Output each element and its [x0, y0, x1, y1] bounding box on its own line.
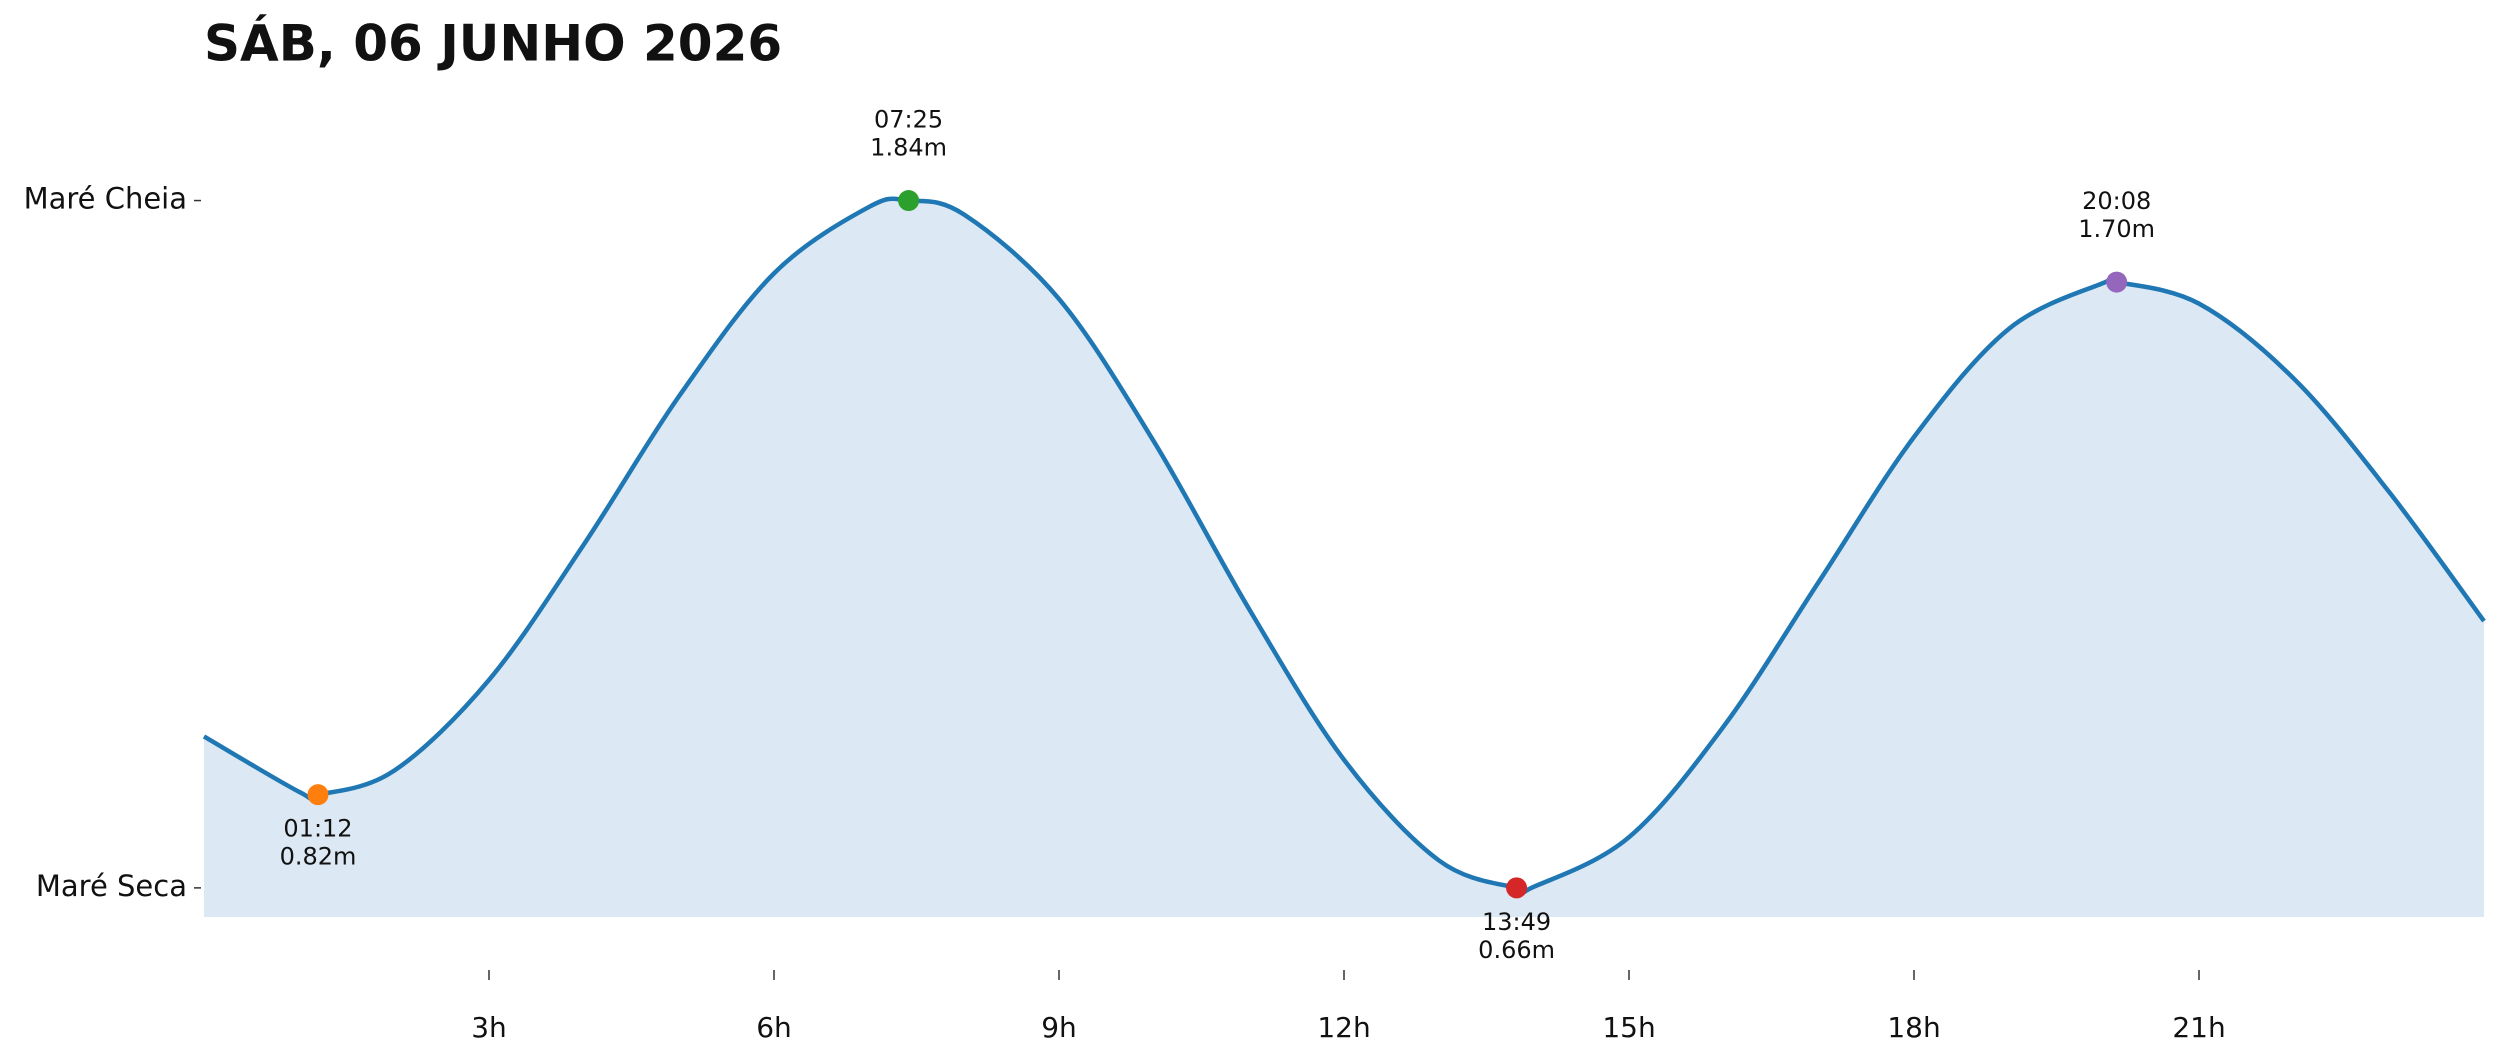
extreme-marker	[898, 190, 920, 212]
x-tick-label: 6h	[756, 1011, 792, 1044]
time-label: 20:08	[2082, 187, 2151, 215]
time-label: 13:49	[1482, 908, 1551, 936]
x-tick-label: 18h	[1887, 1011, 1940, 1044]
extreme-marker	[2106, 271, 2128, 293]
time-label: 01:12	[283, 815, 352, 843]
area	[204, 198, 2484, 918]
x-tick-label: 9h	[1041, 1011, 1077, 1044]
extreme-marker	[307, 784, 329, 806]
height-label: 0.66m	[1478, 936, 1555, 964]
x-tick-label: 12h	[1317, 1011, 1370, 1044]
extreme-marker	[1506, 877, 1528, 899]
y-tick-label: Maré Cheia	[24, 182, 187, 216]
height-label: 1.70m	[2078, 215, 2155, 243]
x-tick-label: 15h	[1602, 1011, 1655, 1044]
height-label: 0.82m	[280, 843, 357, 871]
x-tick-label: 21h	[2172, 1011, 2225, 1044]
height-label: 1.84m	[870, 134, 947, 162]
chart-title: SÁB, 06 JUNHO 2026	[204, 14, 782, 73]
x-tick-label: 3h	[471, 1011, 507, 1044]
time-label: 07:25	[874, 106, 943, 134]
y-tick-label: Maré Seca	[36, 869, 187, 903]
